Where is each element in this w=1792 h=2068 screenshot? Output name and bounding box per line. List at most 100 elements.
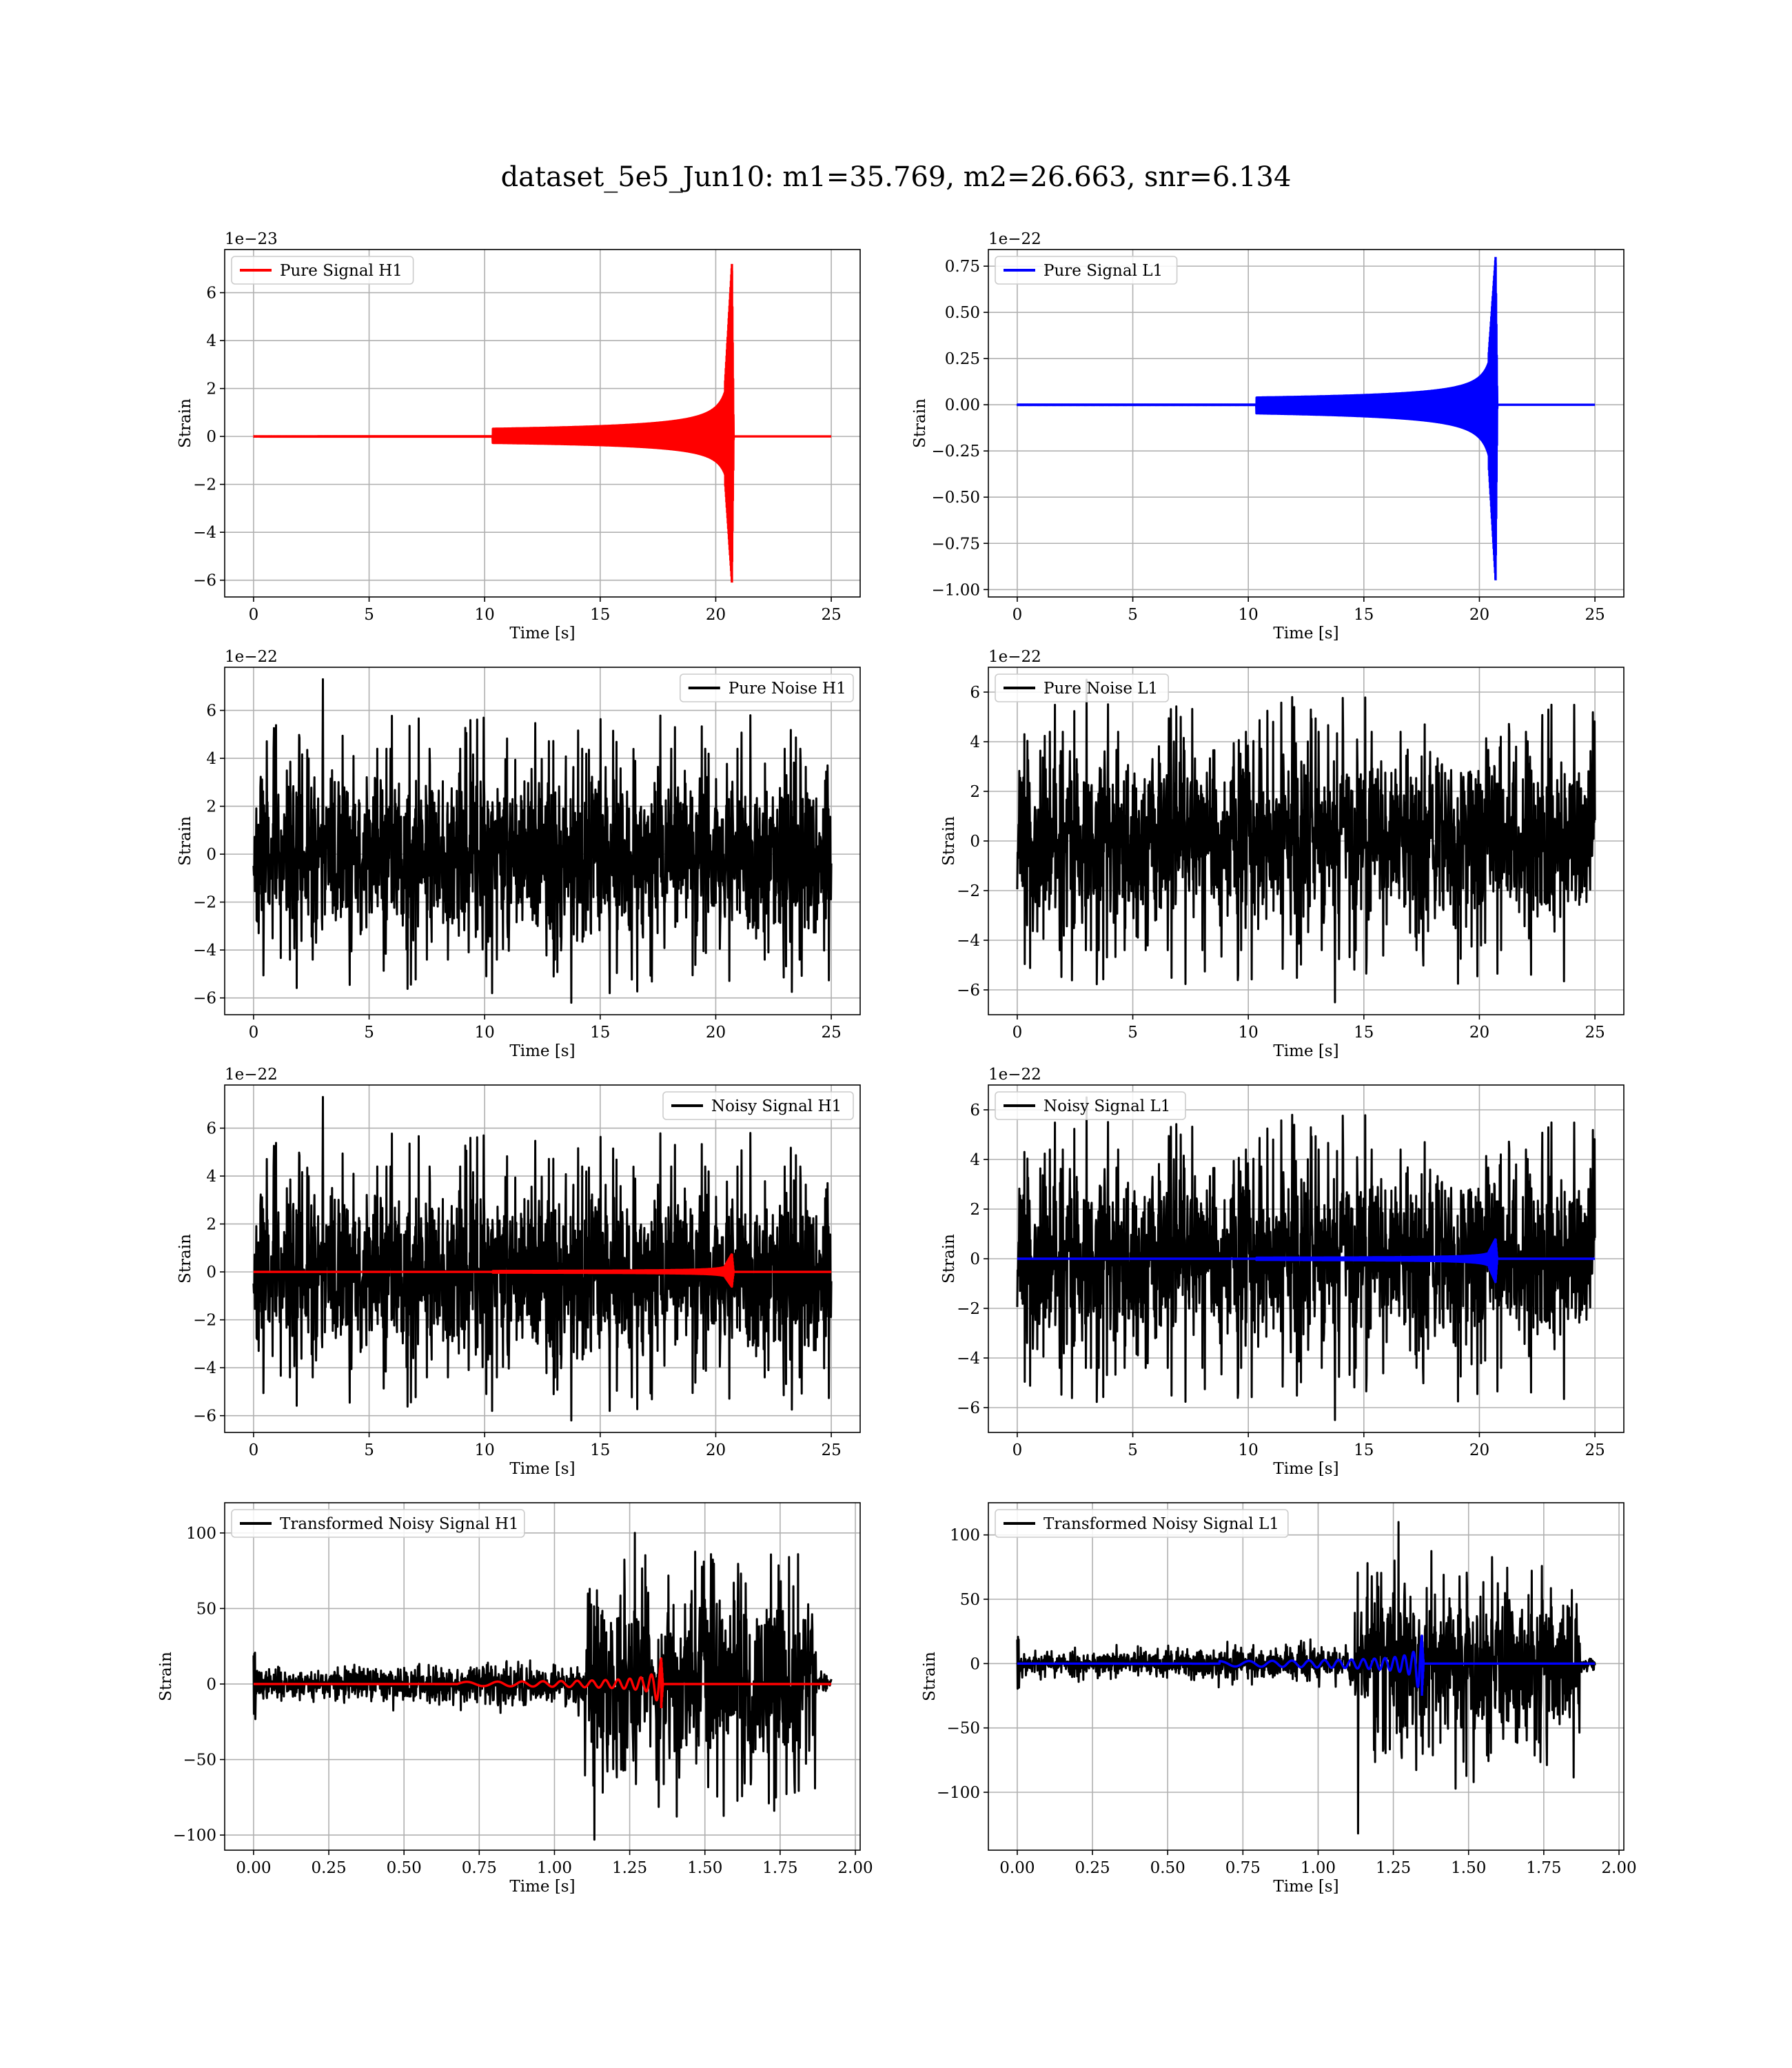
- y-tick-label: −50: [946, 1720, 980, 1738]
- x-tick-label: 0.25: [311, 1859, 346, 1877]
- panel-pure-noise-l1: 0 5 10 15 20 25 −6 −4 −2 0 2 4 6 Time [s] Strain 1e−22P…: [940, 648, 1625, 1060]
- legend-label: Pure Signal H1: [280, 262, 403, 280]
- y-tick-label: −50: [183, 1752, 216, 1770]
- x-tick-label: 25: [1585, 606, 1605, 624]
- y-tick-label: −4: [957, 1350, 980, 1368]
- offset-text: 1e−22: [988, 1066, 1041, 1084]
- y-tick-label: 100: [186, 1525, 216, 1543]
- x-tick-label: 20: [706, 1441, 726, 1459]
- y-tick-label: 2: [970, 1201, 980, 1219]
- x-tick-label: 15: [1354, 606, 1374, 624]
- y-tick-label: 100: [950, 1527, 980, 1545]
- offset-text: 1e−22: [988, 230, 1041, 248]
- series-line-noise: [252, 1095, 833, 1422]
- series-group: [1016, 1096, 1596, 1421]
- offset-text: 1e−22: [225, 1066, 278, 1084]
- legend: Pure Signal H1: [231, 256, 414, 285]
- y-axis-label: Strain: [176, 1234, 194, 1284]
- x-tick-label: 5: [364, 606, 374, 624]
- y-tick-label: 0.50: [945, 304, 980, 322]
- y-tick-label: −6: [193, 990, 216, 1008]
- y-tick-label: −4: [193, 942, 216, 960]
- series-line-whitened: [1016, 1521, 1596, 1835]
- panel-noisy-signal-l1: 0 5 10 15 20 25 −6 −4 −2 0 2 4 6 Time [s] Strain 1e−22N…: [940, 1066, 1625, 1478]
- y-tick-label: 0: [970, 833, 980, 851]
- legend-label: Noisy Signal H1: [711, 1097, 842, 1115]
- y-tick-label: 6: [970, 1102, 980, 1119]
- x-tick-label: 15: [1354, 1024, 1374, 1042]
- offset-text: 1e−23: [225, 230, 278, 248]
- legend-box: [995, 256, 1178, 285]
- legend: Transformed Noisy Signal H1: [231, 1509, 525, 1538]
- x-axis-label: Time [s]: [509, 1460, 575, 1478]
- x-tick-label: 20: [1469, 1024, 1489, 1042]
- x-tick-label: 1.00: [1301, 1859, 1336, 1877]
- axes-frame: [224, 249, 861, 598]
- y-tick-label: 6: [206, 702, 216, 720]
- series-group: [252, 263, 833, 583]
- legend: Pure Signal L1: [995, 256, 1178, 285]
- x-tick-label: 5: [1128, 1441, 1138, 1459]
- legend-label: Noisy Signal L1: [1043, 1097, 1170, 1115]
- x-axis-label: Time [s]: [1273, 1042, 1338, 1060]
- x-tick-label: 0: [1012, 606, 1023, 624]
- legend: Pure Noise H1: [679, 673, 854, 702]
- x-tick-label: 5: [364, 1441, 374, 1459]
- x-tick-label: 0: [1012, 1024, 1023, 1042]
- x-tick-label: 25: [821, 1024, 841, 1042]
- y-tick-label: −4: [957, 932, 980, 950]
- y-tick-label: 0: [970, 1250, 980, 1268]
- y-axis-label: Strain: [940, 1234, 958, 1284]
- y-tick-label: −0.75: [932, 535, 980, 553]
- x-tick-label: 0.00: [236, 1859, 271, 1877]
- offset-text: 1e−22: [225, 648, 278, 666]
- y-tick-label: 50: [960, 1591, 980, 1609]
- x-tick-label: 0: [249, 1024, 259, 1042]
- y-tick-label: 6: [970, 684, 980, 702]
- x-tick-label: 0.50: [1150, 1859, 1185, 1877]
- legend-label: Pure Signal L1: [1043, 262, 1163, 280]
- y-tick-label: −2: [193, 894, 216, 912]
- y-tick-label: 50: [196, 1600, 216, 1618]
- legend-box: [231, 256, 414, 285]
- legend: Pure Noise L1: [995, 673, 1169, 702]
- y-tick-label: 2: [206, 798, 216, 816]
- y-tick-label: −2: [957, 882, 980, 900]
- y-tick-label: 0: [206, 846, 216, 864]
- x-tick-label: 25: [821, 606, 841, 624]
- x-tick-label: 1.75: [762, 1859, 797, 1877]
- panel-transformed-noisy-signal-h1: 0.00 0.25 0.50 0.75 1.00 1.25 1.50 1.75 2.00 −100…: [157, 1502, 873, 1896]
- series-group: [1016, 678, 1596, 1004]
- x-tick-label: 2.00: [837, 1859, 873, 1877]
- x-tick-label: 1.25: [612, 1859, 647, 1877]
- plot-area: [988, 250, 1624, 597]
- legend: Transformed Noisy Signal L1: [995, 1509, 1289, 1538]
- series-line-noise: [1016, 1096, 1596, 1421]
- y-tick-label: −100: [173, 1827, 216, 1845]
- y-tick-label: 6: [206, 285, 216, 303]
- y-tick-label: −6: [193, 572, 216, 590]
- x-tick-label: 1.50: [1451, 1859, 1486, 1877]
- y-tick-label: 6: [206, 1120, 216, 1138]
- y-tick-label: −6: [957, 1399, 980, 1417]
- figure-title: dataset_5e5_Jun10: m1=35.769, m2=26.663,…: [501, 161, 1292, 193]
- x-tick-label: 1.00: [537, 1859, 572, 1877]
- y-tick-label: −100: [937, 1784, 980, 1802]
- panel-noisy-signal-h1: 0 5 10 15 20 25 −6 −4 −2 0 2 4 6 Time [s] Strain 1e−22 N…: [176, 1066, 861, 1478]
- legend-box: [662, 1091, 854, 1120]
- x-tick-label: 0.00: [999, 1859, 1035, 1877]
- y-tick-label: −6: [957, 982, 980, 1000]
- series-line-noise: [1016, 678, 1596, 1004]
- series-group: [252, 678, 833, 1004]
- y-tick-label: 2: [206, 1216, 216, 1234]
- y-tick-label: 4: [206, 1168, 216, 1186]
- axes-frame: [988, 1502, 1625, 1851]
- legend-label: Transformed Noisy Signal H1: [280, 1515, 519, 1533]
- plot-area: [225, 250, 860, 597]
- x-tick-label: 0.25: [1075, 1859, 1110, 1877]
- series-group: [252, 1532, 833, 1841]
- y-tick-label: −4: [193, 524, 216, 542]
- y-tick-label: 0: [206, 428, 216, 446]
- y-tick-label: 0: [206, 1264, 216, 1281]
